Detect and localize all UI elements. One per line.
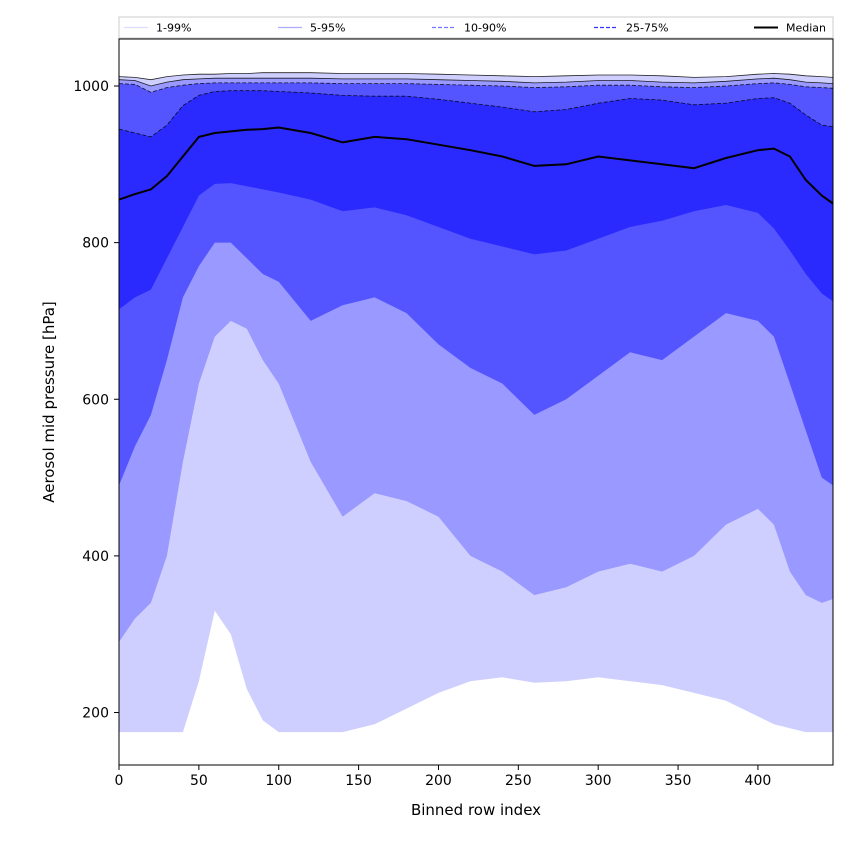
band-upper-edge-5-95pct [118,77,834,87]
legend-label-median: Median [786,22,826,35]
band-upper-edge-1-99pct [118,72,834,81]
y-tick-label: 800 [82,236,109,252]
y-axis-label: Aerosol mid pressure [hPa] [40,301,58,503]
y-tick-label: 400 [82,549,109,565]
y-tick-label: 600 [82,392,109,408]
x-tick-label: 150 [345,773,372,789]
plot-frame [118,38,834,766]
band-upper-edge-25-75pct [118,90,834,138]
x-tick-label: 0 [115,773,124,789]
legend-label-25-75pct: 25-75% [626,22,668,35]
legend-label-5-95pct: 5-95% [310,22,345,35]
band-25-75pct [119,90,833,310]
x-tick-label: 100 [265,773,292,789]
x-tick-label: 350 [665,773,692,789]
x-tick-label: 50 [190,773,208,789]
median-layer [118,126,834,205]
x-axis-label: Binned row index [411,801,541,819]
x-axis-ticks: 0 50 100 150 200 250 300 350 400 [115,765,772,789]
band-edges-layer [118,72,834,138]
x-tick-label: 250 [505,773,532,789]
x-tick-label: 400 [745,773,772,789]
x-tick-label: 300 [585,773,612,789]
legend: 1-99% 5-95% 10-90% 25-75% Median [118,16,834,39]
band-upper-edge-10-90pct [118,82,834,93]
legend-box [118,16,834,39]
y-tick-label: 1000 [73,79,109,95]
median-line [118,126,834,205]
legend-label-1-99pct: 1-99% [156,22,191,35]
bands-layer [119,72,833,733]
x-tick-label: 200 [425,773,452,789]
y-axis-ticks: 200 400 600 800 1000 [73,79,119,722]
y-tick-label: 200 [82,706,109,722]
legend-label-10-90pct: 10-90% [464,22,506,35]
